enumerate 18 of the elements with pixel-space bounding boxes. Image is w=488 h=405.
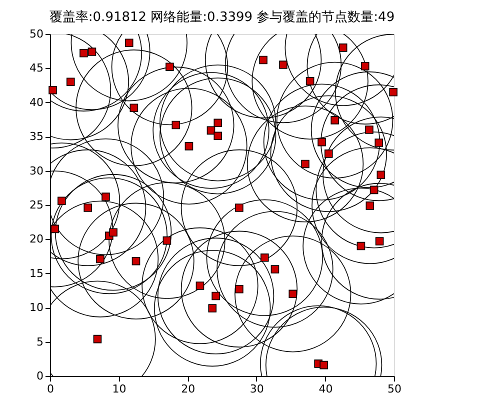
x-tick-label: 30 <box>250 382 264 396</box>
x-tick-label: 10 <box>112 382 126 396</box>
y-tick-label: 10 <box>30 301 44 314</box>
y-tick-label: 40 <box>30 96 44 109</box>
x-tick-label: 20 <box>181 382 196 396</box>
y-tick-label: 20 <box>30 232 44 246</box>
y-tick-label: 45 <box>30 62 44 75</box>
chart-title: 覆盖率:0.91812 网络能量:0.3399 参与覆盖的节点数量:49 <box>49 9 395 25</box>
y-tick-label: 25 <box>30 198 44 212</box>
y-tick-label: 30 <box>30 164 44 178</box>
y-tick-label: 5 <box>36 335 44 348</box>
y-tick-label: 0 <box>36 370 44 382</box>
y-tick-label: 15 <box>30 266 44 280</box>
x-tick-label: 40 <box>318 382 333 396</box>
x-tick-label: 0 <box>47 382 54 396</box>
y-tick-label: 35 <box>30 130 44 144</box>
y-tick-label: 50 <box>30 28 44 40</box>
x-tick-label: 50 <box>388 382 402 396</box>
